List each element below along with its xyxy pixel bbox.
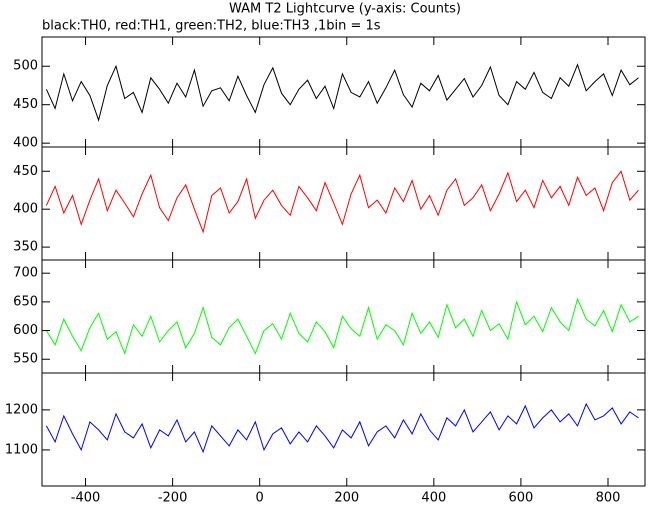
chart-subtitle: black:TH0, red:TH1, green:TH2, blue:TH3 … bbox=[42, 19, 381, 34]
x-tick-label: -200 bbox=[158, 491, 188, 505]
y-tick-label: 400 bbox=[13, 202, 38, 217]
y-tick-label: 400 bbox=[13, 136, 38, 151]
panel-frame bbox=[41, 146, 646, 261]
panel-frame bbox=[41, 259, 646, 374]
series-line bbox=[45, 297, 639, 356]
x-tick-label: 600 bbox=[509, 491, 534, 505]
x-tick-label: 200 bbox=[334, 491, 359, 505]
series-line bbox=[45, 170, 639, 234]
x-tick-label: 0 bbox=[256, 491, 264, 505]
y-tick-label: 1200 bbox=[5, 402, 38, 417]
series-line bbox=[45, 402, 639, 454]
x-tick-label: -400 bbox=[71, 491, 101, 505]
y-tick-label: 450 bbox=[13, 164, 38, 179]
y-tick-label: 600 bbox=[13, 323, 38, 338]
y-tick-label: 1100 bbox=[5, 442, 38, 457]
y-tick-label: 700 bbox=[13, 266, 38, 281]
y-tick-label: 550 bbox=[13, 352, 38, 367]
x-tick-label: 800 bbox=[596, 491, 621, 505]
y-tick-label: 350 bbox=[13, 240, 38, 255]
y-tick-label: 650 bbox=[13, 294, 38, 309]
panel-frame bbox=[41, 372, 646, 487]
y-tick-label: 450 bbox=[13, 97, 38, 112]
y-tick-label: 500 bbox=[13, 59, 38, 74]
chart-title: WAM T2 Lightcurve (y-axis: Counts) bbox=[229, 2, 461, 17]
x-tick-label: 400 bbox=[421, 491, 446, 505]
series-line bbox=[45, 63, 639, 122]
